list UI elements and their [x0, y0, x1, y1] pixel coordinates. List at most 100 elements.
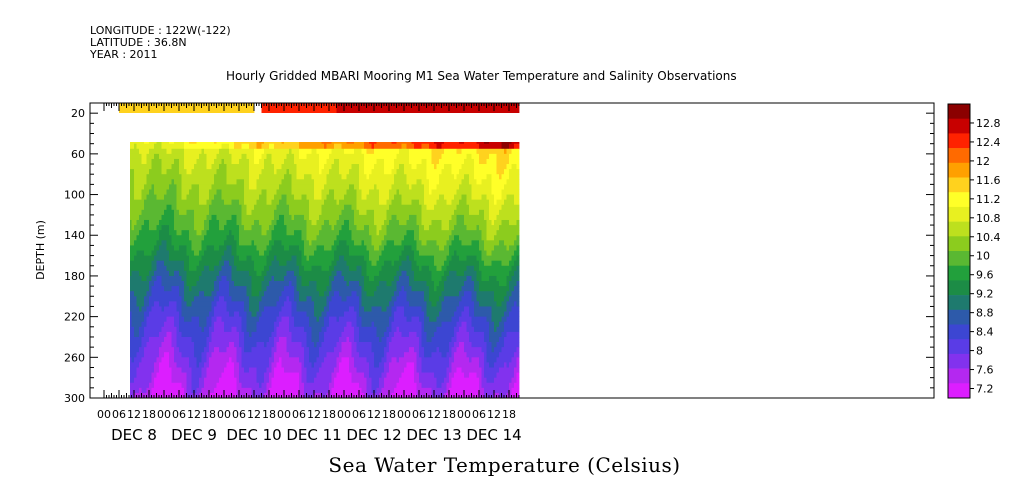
heatmap-cell	[181, 199, 185, 206]
heatmap-cell	[151, 301, 155, 307]
heatmap-cell	[294, 199, 297, 206]
heatmap-cell	[154, 265, 157, 272]
heatmap-cell	[166, 377, 170, 384]
heatmap-cell	[229, 225, 232, 231]
heatmap-cell	[211, 291, 215, 297]
heatmap-cell	[144, 225, 147, 231]
heatmap-cell	[269, 214, 272, 221]
heatmap-cell	[134, 367, 137, 373]
heatmap-cell	[204, 153, 207, 160]
heatmap-cell	[264, 214, 267, 221]
heatmap-cell	[296, 296, 300, 302]
heatmap-cell	[130, 321, 132, 328]
heatmap-cell	[146, 286, 150, 292]
heatmap-cell	[306, 357, 310, 363]
heatmap-cell	[276, 245, 280, 251]
heatmap-cell	[326, 387, 330, 394]
heatmap-cell	[261, 199, 265, 206]
heatmap-cell	[319, 362, 322, 368]
heatmap-cell	[341, 291, 345, 297]
heatmap-cell	[306, 372, 310, 379]
heatmap-cell	[321, 311, 325, 318]
heatmap-cell	[336, 270, 340, 277]
heatmap-cell	[209, 377, 212, 384]
heatmap-cell	[276, 209, 280, 216]
heatmap-cell	[311, 214, 315, 221]
heatmap-cell	[349, 265, 352, 272]
heatmap-cell	[231, 199, 235, 206]
heatmap-cell	[309, 270, 312, 277]
heatmap-cell	[326, 347, 330, 353]
heatmap-cell	[166, 245, 170, 251]
heatmap-cell	[174, 142, 177, 145]
heatmap-cell	[166, 331, 170, 338]
heatmap-cell	[274, 296, 277, 302]
heatmap-cell	[214, 286, 217, 292]
heatmap-cell	[146, 189, 150, 195]
heatmap-cell	[130, 347, 132, 353]
heatmap-cell	[266, 352, 270, 358]
heatmap-cell	[226, 189, 230, 195]
heatmap-cell	[174, 179, 177, 185]
heatmap-cell	[130, 179, 132, 185]
heatmap-cell	[291, 316, 295, 323]
heatmap-cell	[279, 230, 282, 236]
heatmap-cell	[234, 184, 237, 190]
heatmap-cell	[186, 372, 190, 379]
heatmap-cell	[276, 240, 280, 246]
heatmap-cell	[189, 296, 192, 302]
heatmap-cell	[139, 250, 142, 256]
heatmap-cell	[179, 336, 182, 343]
heatmap-cell	[139, 142, 142, 145]
heatmap-cell	[139, 148, 142, 155]
heatmap-cell	[249, 214, 252, 221]
heatmap-cell	[174, 219, 177, 226]
heatmap-cell	[314, 255, 317, 262]
heatmap-cell	[229, 362, 232, 368]
heatmap-cell	[329, 148, 332, 155]
heatmap-cell	[199, 387, 202, 394]
heatmap-cell	[301, 326, 305, 333]
heatmap-cell	[261, 311, 265, 318]
heatmap-cell	[289, 367, 292, 373]
heatmap-cell	[324, 286, 327, 292]
heatmap-cell	[311, 352, 315, 358]
heatmap-cell	[306, 184, 310, 190]
heatmap-cell	[166, 189, 170, 195]
heatmap-cell	[156, 240, 160, 246]
heatmap-cell	[164, 377, 167, 384]
heatmap-cell	[166, 179, 170, 185]
heatmap-cell	[261, 352, 265, 358]
heatmap-cell	[151, 372, 155, 379]
heatmap-cell	[169, 219, 172, 226]
heatmap-cell	[271, 286, 275, 292]
heatmap-cell	[239, 316, 242, 323]
heatmap-cell	[206, 184, 210, 190]
heatmap-cell	[246, 179, 250, 185]
heatmap-cell	[261, 342, 265, 348]
heatmap-cell	[209, 306, 212, 312]
heatmap-cell	[249, 296, 252, 302]
heatmap-cell	[130, 164, 132, 170]
heatmap-cell	[259, 265, 262, 272]
heatmap-cell	[244, 142, 247, 145]
heatmap-cell	[354, 275, 357, 282]
heatmap-cell	[259, 148, 262, 155]
heatmap-cell	[221, 225, 225, 231]
heatmap-cell	[194, 331, 197, 338]
heatmap-cell	[354, 281, 357, 287]
heatmap-cell	[196, 296, 200, 302]
heatmap-cell	[316, 260, 320, 267]
heatmap-cell	[306, 230, 310, 236]
heatmap-cell	[341, 311, 345, 318]
heatmap-cell	[259, 158, 262, 165]
heatmap-cell	[136, 352, 140, 358]
heatmap-cell	[334, 352, 337, 358]
heatmap-cell	[169, 225, 172, 231]
heatmap-cell	[134, 265, 137, 272]
heatmap-cell	[336, 336, 340, 343]
heatmap-cell	[169, 189, 172, 195]
heatmap-cell	[139, 174, 142, 180]
heatmap-cell	[251, 377, 255, 384]
heatmap-cell	[301, 296, 305, 302]
